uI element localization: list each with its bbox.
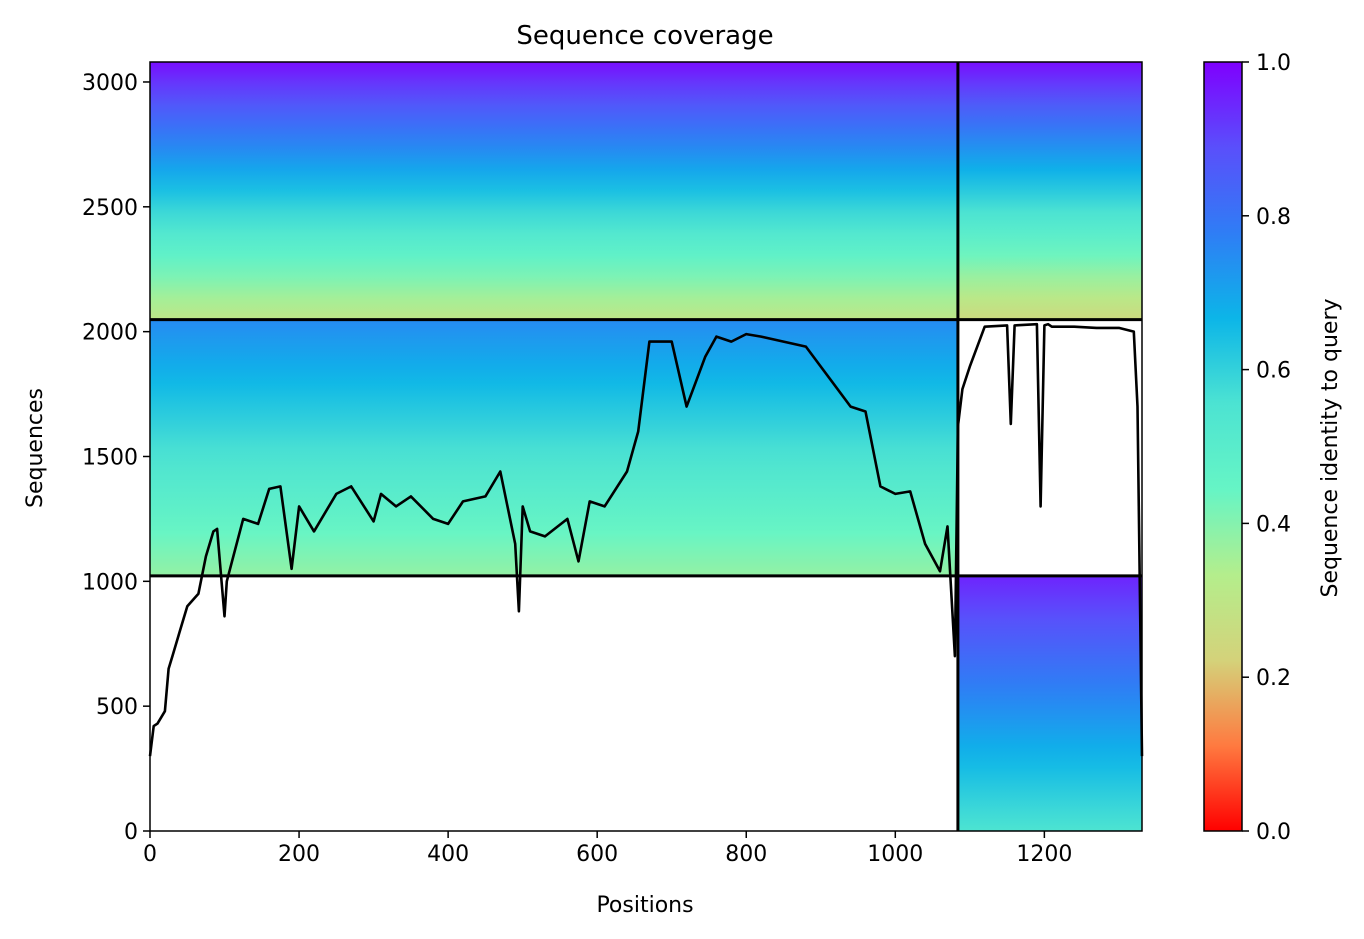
colorbar-tick-label: 1.0 [1256,51,1291,76]
x-tick-label: 200 [278,842,320,867]
y-tick-label: 500 [96,695,138,720]
x-tick-label: 1000 [867,842,923,867]
colorbar-tick-label: 0.6 [1256,359,1291,384]
alignment-block-4 [957,62,1142,320]
x-tick-label: 1200 [1016,842,1072,867]
x-tick-label: 0 [143,842,157,867]
x-tick-label: 800 [725,842,767,867]
x-tick-label: 600 [576,842,618,867]
plot-area [148,62,1144,831]
y-tick-label: 1000 [82,570,138,595]
colorbar-gradient [1203,61,1243,832]
x-tick-label: 400 [427,842,469,867]
chart-title: Sequence coverage [516,21,773,51]
alignment-block-3 [150,62,958,320]
colorbar: 0.0 0.2 0.4 0.6 0.8 1.0 [1203,51,1291,845]
y-tick-label: 2000 [82,321,138,346]
colorbar-tick-label: 0.0 [1256,820,1291,845]
colorbar-tick-label: 0.8 [1256,205,1291,230]
coverage-line [148,322,1144,757]
y-tick-label: 3000 [82,71,138,96]
colorbar-title: Sequence identity to query [1318,298,1343,597]
y-tick-label: 2500 [82,196,138,221]
alignment-block-2 [957,575,1142,831]
y-axis-title: Sequences [23,388,48,508]
colorbar-tick-label: 0.4 [1256,512,1291,537]
axes: 0 200 400 600 800 1000 1200 0 500 1000 1500 2000 250… [82,61,1143,867]
x-axis-title: Positions [596,893,693,918]
y-tick-label: 0 [124,820,138,845]
colorbar-tick-label: 0.2 [1256,666,1291,691]
y-tick-label: 1500 [82,445,138,470]
alignment-block-1 [150,319,958,576]
axes-frame [149,61,1143,832]
